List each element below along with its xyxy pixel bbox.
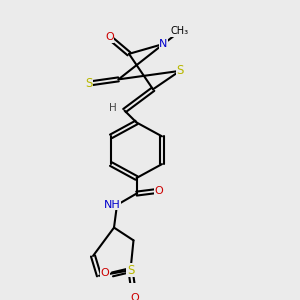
Text: O: O (100, 268, 109, 278)
Text: CH₃: CH₃ (171, 26, 189, 36)
Text: O: O (105, 32, 114, 42)
Text: N: N (159, 39, 168, 49)
Text: S: S (176, 64, 184, 77)
Text: O: O (154, 186, 164, 196)
Text: S: S (127, 264, 134, 277)
Text: NH: NH (104, 200, 121, 210)
Text: S: S (85, 77, 92, 90)
Text: O: O (130, 292, 140, 300)
Text: H: H (109, 103, 116, 113)
